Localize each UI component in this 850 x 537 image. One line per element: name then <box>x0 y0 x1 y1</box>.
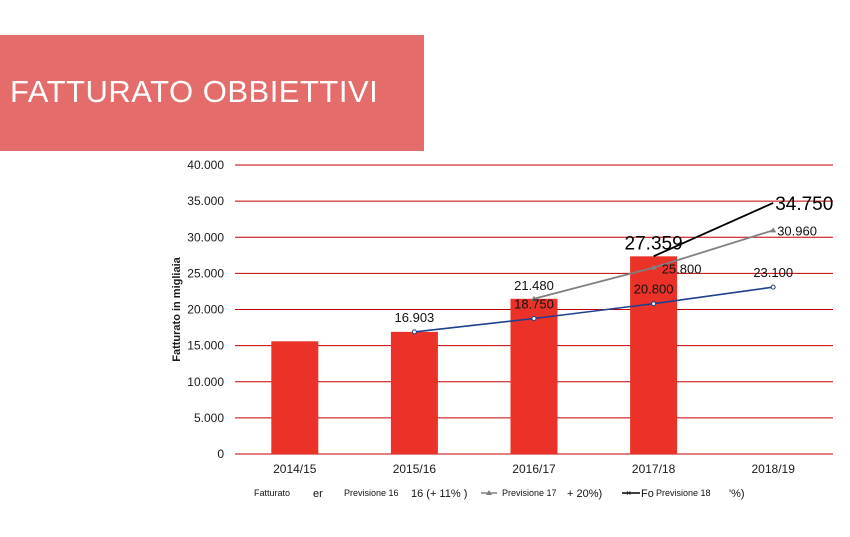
x-tick-label: 2018/19 <box>752 462 796 476</box>
y-tick-label: 20.000 <box>187 303 224 317</box>
legend-label: Previsione 16 <box>344 488 399 498</box>
data-label: 30.960 <box>777 223 817 238</box>
line-marker <box>770 227 777 233</box>
bar <box>630 256 678 454</box>
data-label: 20.800 <box>634 282 674 297</box>
legend-fragment: + 20%) <box>567 488 602 500</box>
line-marker <box>531 295 537 301</box>
y-tick-label: 10.000 <box>187 375 224 389</box>
x-tick-label: 2015/16 <box>393 462 437 476</box>
line-marker <box>531 316 537 322</box>
legend-label: Previsione 17 <box>502 488 557 498</box>
legend-fragment: 16 (+ 11% ) <box>411 488 467 500</box>
legend-fragment: Fo <box>641 488 654 500</box>
y-tick-label: 35.000 <box>187 194 224 208</box>
series-line <box>414 286 774 333</box>
data-label: 18.750 <box>514 297 554 312</box>
x-tick-label: 2016/17 <box>512 462 556 476</box>
y-tick-label: 25.000 <box>187 266 224 280</box>
legend-label: Previsione 18 <box>656 488 711 498</box>
data-label: 25.800 <box>662 262 702 277</box>
y-tick-label: 0 <box>217 447 224 461</box>
y-tick-label: 30.000 <box>187 230 224 244</box>
bar <box>510 298 558 454</box>
bar <box>390 331 438 454</box>
data-label: 21.480 <box>514 278 554 293</box>
slide-title: FATTURATO OBBIETTIVI <box>10 74 379 109</box>
legend-fragment: er <box>313 488 323 500</box>
legend-label: Fatturato <box>254 488 290 498</box>
line-marker <box>411 329 417 335</box>
line-marker <box>651 301 657 307</box>
title-banner <box>0 35 424 151</box>
x-tick-label: 2014/15 <box>273 462 317 476</box>
line-marker <box>770 284 776 290</box>
x-tick-label: 2017/18 <box>632 462 676 476</box>
bar <box>271 341 319 454</box>
y-tick-label: 5.000 <box>194 411 224 425</box>
line-marker <box>650 264 657 270</box>
data-label: 34.750 <box>775 194 833 215</box>
legend-fragment: '%) <box>729 488 745 500</box>
series-line <box>653 202 774 258</box>
y-tick-label: 40.000 <box>187 158 224 172</box>
data-label: 27.359 <box>625 233 683 254</box>
data-label: 16.903 <box>395 310 435 325</box>
y-tick-label: 15.000 <box>187 339 224 353</box>
legend-marker: × <box>626 488 631 498</box>
data-label: 23.100 <box>753 265 793 280</box>
legend-marker <box>486 490 492 495</box>
y-axis-label: Fatturato in migliaia <box>171 256 183 361</box>
